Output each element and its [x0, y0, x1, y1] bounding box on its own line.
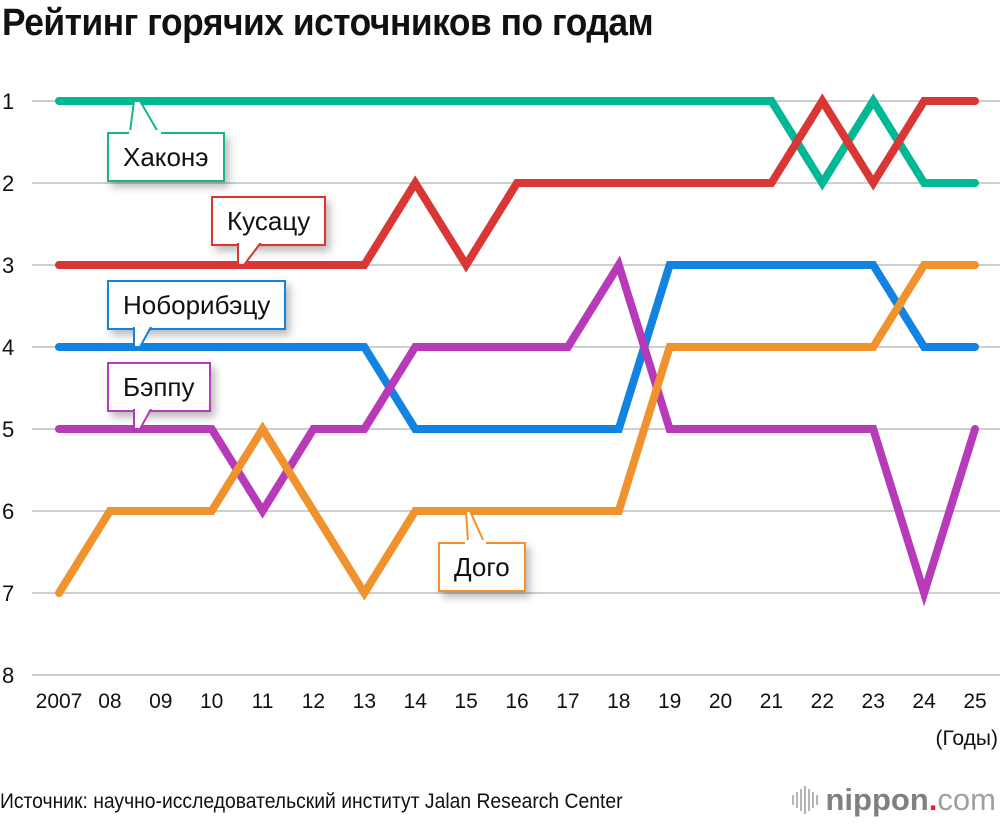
series-lines	[55, 93, 979, 607]
x-axis-ticks: 2007 08 09 10 11 12 13 14 15 16 17 18 19 20 21 22 23 24 25	[36, 690, 987, 713]
x-tick-label: 20	[709, 690, 732, 713]
logo-name: nippon	[825, 782, 929, 817]
y-tick-label: 2	[2, 171, 14, 196]
y-tick-label: 8	[2, 663, 14, 688]
x-tick-label: 21	[760, 690, 783, 713]
label-hakone: Хаконэ	[107, 132, 225, 182]
x-tick-label: 23	[862, 690, 885, 713]
x-tick-label: 19	[658, 690, 681, 713]
label-noboribetsu: Ноборибэцу	[107, 280, 287, 330]
x-tick-label: 10	[200, 690, 223, 713]
y-axis-ticks: 1 2 3 4 5 6 7 8	[2, 89, 14, 688]
label-dogo-text: Дого	[454, 552, 510, 582]
x-axis-unit: (Годы)	[935, 727, 998, 750]
series-line	[55, 261, 979, 433]
x-tick-label: 25	[963, 690, 986, 713]
x-tick-label: 24	[912, 690, 936, 713]
y-tick-label: 6	[2, 499, 14, 524]
x-tick-label: 17	[556, 690, 579, 713]
y-tick-label: 1	[2, 89, 14, 114]
label-noboribetsu-text: Ноборибэцу	[123, 290, 271, 320]
x-tick-label: 14	[404, 690, 428, 713]
logo-dot: .	[928, 782, 938, 817]
nippon-logo[interactable]: nippon. com	[791, 782, 996, 818]
x-tick-label: 22	[811, 690, 834, 713]
x-tick-label: 12	[302, 690, 325, 713]
y-tick-label: 5	[2, 417, 14, 442]
logo-tld: com	[937, 782, 996, 817]
y-tick-label: 7	[2, 581, 14, 606]
x-tick-label: 2007	[36, 690, 83, 713]
label-hakone-text: Хаконэ	[123, 142, 209, 172]
x-tick-label: 11	[252, 690, 274, 713]
label-kusatsu: Кусацу	[211, 196, 327, 246]
series-line	[55, 93, 979, 273]
x-tick-label: 08	[98, 690, 121, 713]
chart-title: Рейтинг горячих источников по годам	[2, 2, 654, 44]
y-tick-label: 4	[2, 335, 14, 360]
x-tick-label: 18	[607, 690, 630, 713]
sound-bars-icon	[791, 786, 818, 814]
label-dogo: Дого	[438, 542, 526, 592]
series-line	[55, 93, 979, 191]
series-line	[55, 261, 979, 601]
label-beppu-text: Бэппу	[123, 372, 195, 402]
x-tick-label: 13	[353, 690, 376, 713]
label-beppu: Бэппу	[107, 362, 211, 412]
source-note: Источник: научно-исследовательский инсти…	[0, 790, 623, 813]
x-tick-label: 16	[505, 690, 528, 713]
series-line	[55, 255, 979, 607]
x-tick-label: 09	[149, 690, 172, 713]
x-tick-label: 15	[454, 690, 477, 713]
label-kusatsu-text: Кусацу	[227, 206, 311, 236]
y-tick-label: 3	[2, 253, 14, 278]
